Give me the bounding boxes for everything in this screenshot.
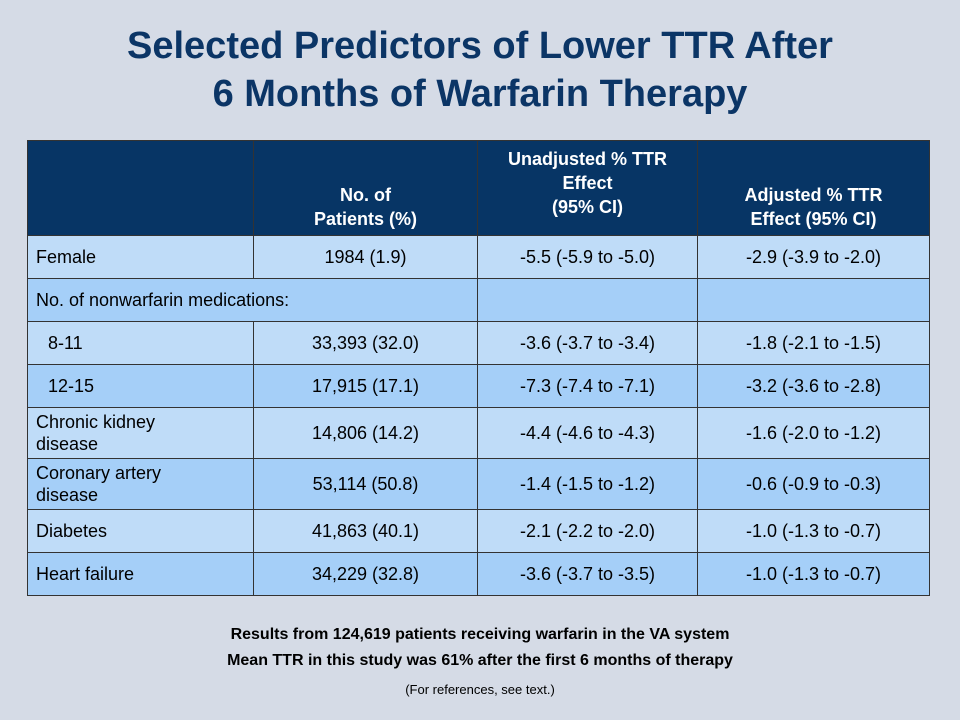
row-unadjusted: -7.3 (-7.4 to -7.1)	[477, 364, 698, 408]
row-unadjusted: -2.1 (-2.2 to -2.0)	[477, 509, 698, 553]
footnote-references: (For references, see text.)	[405, 682, 555, 697]
row-label-line2: disease	[36, 434, 99, 454]
row-unadjusted: -3.6 (-3.7 to -3.4)	[477, 321, 698, 365]
row-patients: 34,229 (32.8)	[253, 552, 478, 596]
row-label: No. of nonwarfarin medications:	[27, 278, 478, 322]
footnote-mean-ttr: Mean TTR in this study was 61% after the…	[227, 652, 733, 669]
slide-title-line1: Selected Predictors of Lower TTR After	[127, 25, 833, 67]
row-patients: 1984 (1.9)	[253, 235, 478, 279]
header-unadjusted-line3: (95% CI)	[551, 197, 623, 217]
table-row: Diabetes 41,863 (40.1) -2.1 (-2.2 to -2.…	[27, 509, 930, 553]
row-unadjusted	[477, 278, 698, 322]
header-adjusted: Adjusted % TTR Effect (95% CI)	[697, 140, 930, 236]
slide-title-line2: 6 Months of Warfarin Therapy	[212, 73, 748, 115]
header-predictor	[27, 140, 254, 236]
row-adjusted: -0.6 (-0.9 to -0.3)	[697, 458, 930, 510]
row-label: 12-15	[27, 364, 254, 408]
footnote-patients: Results from 124,619 patients receiving …	[230, 626, 730, 643]
header-adjusted-line1: Adjusted % TTR	[744, 185, 883, 205]
row-unadjusted: -3.6 (-3.7 to -3.5)	[477, 552, 698, 596]
row-unadjusted: -4.4 (-4.6 to -4.3)	[477, 407, 698, 459]
row-patients: 14,806 (14.2)	[253, 407, 478, 459]
row-patients: 41,863 (40.1)	[253, 509, 478, 553]
table-row: 8-11 33,393 (32.0) -3.6 (-3.7 to -3.4) -…	[27, 321, 930, 365]
footnotes: Results from 124,619 patients receiving …	[0, 622, 960, 702]
row-adjusted: -1.8 (-2.1 to -1.5)	[697, 321, 930, 365]
row-label: Coronary artery disease	[27, 458, 254, 510]
row-label: Chronic kidney disease	[27, 407, 254, 459]
row-label-line1: Coronary artery	[36, 463, 162, 483]
row-label: Heart failure	[27, 552, 254, 596]
table-row: Coronary artery disease 53,114 (50.8) -1…	[27, 458, 930, 510]
slide-title: Selected Predictors of Lower TTR After 6…	[0, 22, 960, 118]
row-adjusted	[697, 278, 930, 322]
table-row: Chronic kidney disease 14,806 (14.2) -4.…	[27, 407, 930, 459]
table-header-row: No. of Patients (%) Unadjusted % TTR Eff…	[27, 140, 930, 236]
header-patients: No. of Patients (%)	[253, 140, 478, 236]
row-patients: 17,915 (17.1)	[253, 364, 478, 408]
row-unadjusted: -5.5 (-5.9 to -5.0)	[477, 235, 698, 279]
row-adjusted: -2.9 (-3.9 to -2.0)	[697, 235, 930, 279]
row-adjusted: -3.2 (-3.6 to -2.8)	[697, 364, 930, 408]
row-label-line2: disease	[36, 485, 99, 505]
row-adjusted: -1.0 (-1.3 to -0.7)	[697, 509, 930, 553]
row-patients: 33,393 (32.0)	[253, 321, 478, 365]
header-unadjusted: Unadjusted % TTR Effect (95% CI)	[477, 140, 698, 236]
table-row: Heart failure 34,229 (32.8) -3.6 (-3.7 t…	[27, 552, 930, 596]
header-patients-line2: Patients (%)	[313, 209, 418, 229]
predictors-table: No. of Patients (%) Unadjusted % TTR Eff…	[27, 140, 930, 596]
row-label: Female	[27, 235, 254, 279]
header-patients-line1: No. of	[340, 185, 391, 205]
row-adjusted: -1.6 (-2.0 to -1.2)	[697, 407, 930, 459]
row-adjusted: -1.0 (-1.3 to -0.7)	[697, 552, 930, 596]
row-label: 8-11	[27, 321, 254, 365]
header-unadjusted-line1: Unadjusted % TTR	[507, 149, 667, 169]
row-patients: 53,114 (50.8)	[253, 458, 478, 510]
row-label-line1: Chronic kidney	[36, 412, 156, 432]
table-row: 12-15 17,915 (17.1) -7.3 (-7.4 to -7.1) …	[27, 364, 930, 408]
header-unadjusted-line2: Effect	[562, 173, 613, 193]
row-unadjusted: -1.4 (-1.5 to -1.2)	[477, 458, 698, 510]
table-row: No. of nonwarfarin medications:	[27, 278, 930, 322]
row-label: Diabetes	[27, 509, 254, 553]
header-adjusted-line2: Effect (95% CI)	[750, 209, 877, 229]
table-row: Female 1984 (1.9) -5.5 (-5.9 to -5.0) -2…	[27, 235, 930, 279]
